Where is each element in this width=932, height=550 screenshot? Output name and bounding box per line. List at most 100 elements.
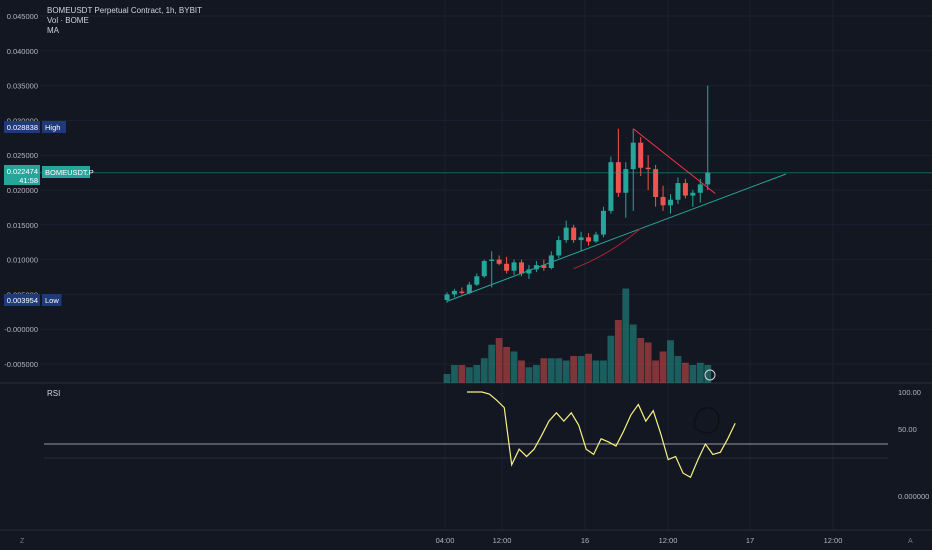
- low-badge-label-bg: [42, 294, 62, 306]
- symbol-title[interactable]: BOMEUSDT Perpetual Contract, 1h, BYBIT: [47, 6, 203, 15]
- candle-body: [556, 240, 562, 256]
- volume-indicator-label[interactable]: Vol · BOME: [47, 16, 89, 25]
- price-tick-label: -0.005000: [4, 360, 38, 369]
- countdown-timer: 41:58: [19, 176, 38, 185]
- volume-bar: [510, 351, 518, 383]
- volume-bar: [592, 360, 600, 383]
- timezone-button[interactable]: Z: [20, 538, 25, 545]
- candle-body: [504, 263, 510, 271]
- rsi-tick-label: 0.000000: [898, 492, 929, 501]
- rsi-pane: [44, 391, 888, 479]
- candle-body: [466, 284, 472, 294]
- candle-body: [615, 162, 621, 193]
- volume-bar: [652, 360, 659, 383]
- candle-body: [481, 260, 487, 277]
- candle-body: [586, 237, 592, 242]
- volume-bar: [689, 365, 697, 383]
- volume-bar: [570, 356, 578, 383]
- low-badge-value: 0.003954: [7, 296, 38, 305]
- current-price-label-bg: [42, 166, 90, 178]
- candle-body: [578, 237, 584, 241]
- candle-body: [697, 184, 703, 193]
- time-tick-label: 04:00: [436, 536, 455, 545]
- price-tick-label: -0.000000: [4, 325, 38, 334]
- volume-bar: [451, 365, 458, 383]
- candle-body: [630, 142, 636, 170]
- volume-bar: [614, 320, 622, 383]
- rsi-tick-label: 100.00: [898, 388, 921, 397]
- candle-body: [660, 196, 666, 206]
- time-tick-label: 17: [746, 536, 754, 545]
- volume-bar: [465, 367, 473, 383]
- candle-body: [705, 172, 711, 185]
- low-badge-label: Low: [45, 296, 59, 305]
- rsi-tick-label: 50.00: [898, 425, 917, 434]
- candle-body: [593, 234, 599, 242]
- rsi-line: [467, 391, 736, 479]
- volume-bar: [503, 347, 510, 383]
- time-tick-label: 12:00: [493, 536, 512, 545]
- trendlines: [40, 128, 932, 302]
- volume-bar: [600, 360, 607, 383]
- time-tick-label: 12:00: [659, 536, 678, 545]
- price-tick-label: 0.025000: [7, 151, 38, 160]
- volume-bar: [704, 365, 712, 383]
- time-tick-label: 16: [581, 536, 589, 545]
- volume-bar: [480, 358, 488, 383]
- ma-indicator-label[interactable]: MA: [47, 26, 59, 35]
- candle-body: [563, 227, 569, 241]
- volume-bar: [533, 365, 540, 383]
- volume-bar: [629, 324, 637, 383]
- candle-body: [638, 142, 644, 168]
- volume-bar: [659, 351, 667, 383]
- chart-legend: BOMEUSDT Perpetual Contract, 1h, BYBIT V…: [47, 6, 202, 36]
- price-tick-label: 0.030000: [7, 116, 38, 125]
- price-grid: [0, 0, 932, 531]
- candle-body: [600, 210, 606, 235]
- volume-bar: [518, 360, 525, 383]
- volume-bar: [488, 344, 496, 383]
- price-tick-label: 0.035000: [7, 82, 38, 91]
- candle-body: [496, 259, 502, 264]
- volume-bar: [555, 358, 563, 383]
- volume-bar: [607, 335, 615, 383]
- volume-bar: [696, 362, 704, 383]
- volume-bar: [495, 338, 503, 383]
- candle-body: [511, 262, 517, 271]
- candle-body: [653, 169, 659, 197]
- candle-body: [519, 262, 524, 274]
- replay-icon: [704, 369, 716, 381]
- candle-body: [541, 265, 547, 268]
- volume-bar: [585, 353, 592, 383]
- candle-body: [451, 290, 457, 295]
- moving-average-line: [573, 227, 642, 270]
- high-badge-label-bg: [42, 121, 66, 133]
- time-tick-label: 12:00: [824, 536, 843, 545]
- volume-bar: [540, 358, 548, 383]
- volume-bar: [644, 342, 652, 383]
- price-tick-label: 0.020000: [7, 186, 38, 195]
- candle-body: [489, 259, 495, 261]
- current-price-badge-bg: [4, 165, 40, 185]
- high-badge-label: High: [45, 123, 60, 132]
- candle-body: [608, 162, 614, 211]
- candle-body: [474, 276, 480, 285]
- volume-bar: [577, 356, 585, 383]
- auto-scale-button[interactable]: A: [908, 538, 913, 545]
- volume-bar: [637, 338, 645, 383]
- volume-bar: [667, 340, 674, 383]
- candle-body: [444, 294, 450, 300]
- axes-labels: 0.045000 0.040000 0.035000 0.030000 0.025000…: [4, 12, 929, 545]
- rsi-indicator-label[interactable]: RSI: [47, 389, 61, 398]
- price-tick-label: 0.015000: [7, 221, 38, 230]
- candle-body: [571, 227, 577, 241]
- price-tick-label: 0.045000: [7, 12, 38, 21]
- high-badge-value: 0.028838: [7, 123, 38, 132]
- volume-bar: [547, 358, 555, 383]
- rsi-hand-drawn-circle: [693, 407, 720, 434]
- volume-bar: [622, 288, 630, 383]
- candle-body: [690, 192, 696, 196]
- low-badge-value-bg: [4, 294, 40, 306]
- volume-bar: [525, 367, 533, 383]
